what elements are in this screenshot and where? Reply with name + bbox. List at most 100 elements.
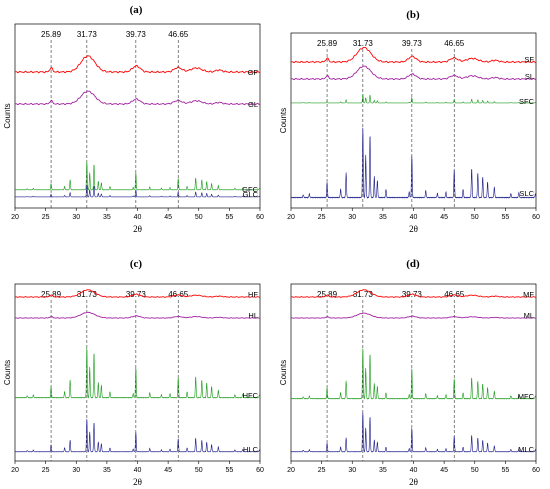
- x-tick-label: 25: [318, 214, 326, 221]
- x-tick-label: 35: [103, 214, 111, 221]
- x-tick-label: 55: [225, 214, 233, 221]
- reference-label: 25.89: [41, 290, 62, 299]
- series-sl-line: [290, 65, 537, 81]
- x-axis-title: 2θ: [409, 477, 418, 487]
- series-label-hfc: HFC: [243, 391, 259, 400]
- plot-frame: [14, 283, 261, 462]
- x-tick-label: 40: [134, 467, 142, 474]
- reference-label: 39.73: [402, 39, 423, 48]
- series-label-gfc: GFC: [242, 185, 258, 194]
- series-gf-line: [14, 55, 261, 74]
- series-label-mf: MF: [523, 290, 534, 299]
- x-tick-label: 55: [501, 467, 509, 474]
- series-mlc-line: [290, 412, 537, 453]
- x-tick-label: 20: [287, 214, 295, 221]
- series-label-glc: GLC: [243, 190, 259, 199]
- series-label-mfc: MFC: [518, 392, 535, 401]
- x-tick-label: 55: [225, 467, 233, 474]
- reference-label: 46.65: [168, 30, 189, 39]
- series-mf-line: [290, 289, 537, 298]
- panel-label: (a): [130, 4, 143, 16]
- y-axis-title: Counts: [279, 360, 288, 385]
- x-tick-label: 45: [440, 467, 448, 474]
- series-label-sfc: SFC: [519, 97, 535, 106]
- x-axis-title: 2θ: [133, 224, 142, 234]
- reference-label: 31.73: [353, 290, 374, 299]
- series-sfc-line: [290, 94, 537, 104]
- series-label-ml: ML: [524, 311, 534, 320]
- series-label-gf: GF: [248, 68, 259, 77]
- series-hfc-line: [14, 347, 261, 399]
- x-tick-label: 35: [379, 214, 387, 221]
- panel-label: (b): [406, 9, 420, 21]
- y-axis-title: Counts: [279, 108, 288, 133]
- reference-label: 25.89: [317, 39, 338, 48]
- panel-b: (b) 20 25 30 35 40 45 50 55 60 2θ Counts 25.89 31.73 3…: [279, 9, 540, 234]
- series-label-sf: SF: [524, 55, 534, 64]
- panel-label: (d): [406, 258, 420, 270]
- x-tick-label: 40: [134, 214, 142, 221]
- series-mfc-line: [290, 348, 537, 400]
- x-tick-label: 50: [195, 467, 203, 474]
- reference-label: 25.89: [317, 290, 338, 299]
- series-slc-line: [290, 127, 537, 199]
- series-hf-line: [14, 289, 261, 298]
- x-tick-label: 45: [440, 214, 448, 221]
- series-gl-line: [14, 90, 261, 106]
- series-label-gl: GL: [248, 100, 258, 109]
- x-tick-label: 35: [379, 467, 387, 474]
- series-sf-line: [290, 46, 537, 64]
- x-tick-label: 35: [103, 467, 111, 474]
- series-hl-line: [14, 311, 261, 319]
- x-tick-label: 20: [11, 214, 19, 221]
- x-tick-label: 55: [501, 214, 509, 221]
- x-tick-label: 30: [348, 467, 356, 474]
- reference-label: 31.73: [353, 39, 374, 48]
- x-tick-label: 25: [318, 467, 326, 474]
- series-glc-line: [14, 184, 261, 198]
- plot-frame: [14, 23, 261, 209]
- x-tick-label: 40: [410, 467, 418, 474]
- x-axis-title: 2θ: [409, 224, 418, 234]
- x-tick-label: 50: [195, 214, 203, 221]
- panel-a: (a) 20 25 30 35 40 45 50 55 60 2θ Counts 25.89 31.73 3…: [3, 4, 264, 234]
- x-tick-label: 50: [471, 214, 479, 221]
- x-tick-label: 50: [471, 467, 479, 474]
- x-tick-label: 20: [11, 467, 19, 474]
- panel-label: (c): [130, 258, 143, 270]
- y-axis-title: Counts: [3, 360, 12, 385]
- x-tick-label: 30: [72, 467, 80, 474]
- x-tick-label: 40: [410, 214, 418, 221]
- series-label-mlc: MLC: [518, 445, 534, 454]
- reference-label: 46.65: [444, 39, 465, 48]
- x-tick-label: 30: [348, 214, 356, 221]
- reference-label: 39.73: [126, 30, 147, 39]
- x-tick-label: 25: [42, 467, 50, 474]
- x-axis-title: 2θ: [133, 477, 142, 487]
- x-tick-label: 45: [164, 467, 172, 474]
- reference-label: 25.89: [41, 30, 62, 39]
- plot-frame: [290, 283, 537, 462]
- series-label-slc: SLC: [519, 189, 534, 198]
- y-axis-title: Counts: [3, 103, 12, 128]
- x-tick-label: 60: [256, 467, 264, 474]
- series-hlc-line: [14, 419, 261, 453]
- series-label-sl: SL: [525, 72, 534, 81]
- series-gfc-line: [14, 161, 261, 191]
- plot-frame: [290, 32, 537, 209]
- x-tick-label: 30: [72, 214, 80, 221]
- reference-label: 31.73: [77, 30, 98, 39]
- series-label-hlc: HLC: [243, 445, 259, 454]
- series-label-hf: HF: [248, 290, 258, 299]
- x-tick-label: 60: [532, 214, 540, 221]
- x-tick-label: 60: [532, 467, 540, 474]
- x-tick-label: 60: [256, 214, 264, 221]
- x-tick-label: 25: [42, 214, 50, 221]
- series-label-hl: HL: [248, 311, 258, 320]
- reference-label: 31.73: [77, 290, 98, 299]
- series-ml-line: [291, 312, 537, 319]
- x-tick-label: 45: [164, 214, 172, 221]
